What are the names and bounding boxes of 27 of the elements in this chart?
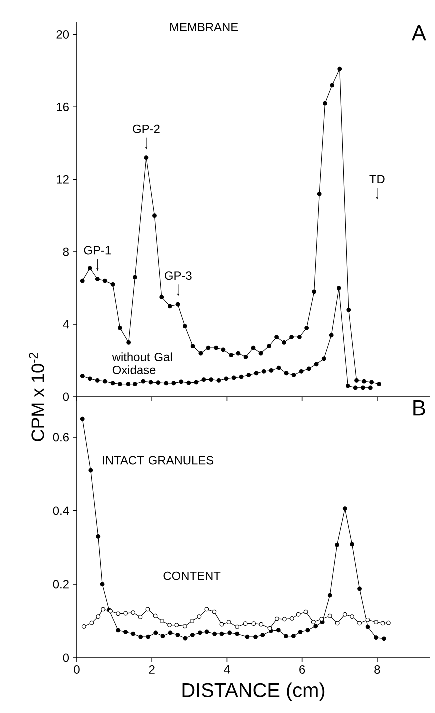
y-tick-label: 8 [63,248,69,256]
y-tick-label: 16 [57,102,69,112]
text: CONTENT [164,572,221,580]
y-tick-label: 0.6 [53,433,69,442]
x-axis-title: DISTANCE (cm) [182,682,325,702]
annotation: GP-1 [84,246,112,255]
x-tick-label: 8 [374,666,380,674]
x-tick-label: 0 [74,666,80,674]
annotation: B [414,400,426,416]
x-tick-label: 6 [300,666,306,674]
y-tick-label: 4 [63,320,70,329]
annotation: A [412,26,426,41]
y-axis-title: CPM x 10$^{-2}$ [29,352,44,442]
annotation: GP-2 [133,124,160,134]
series-label: without Gal Oxidase [112,352,172,374]
x-tick-label: 4 [224,666,230,674]
chart-title: MEMBRANE [170,23,238,32]
y-tick-label: 0.2 [53,580,69,589]
y-tick-label: 12 [57,175,69,184]
annotation: GP-3 [165,272,192,280]
y-tick-label: 0 [63,392,70,402]
y-tick-label: 0 [63,654,70,662]
y-tick-label: 20 [56,30,70,39]
series-label: INTACT GRANULES [103,456,214,465]
annotation: TD [370,175,385,184]
x-tick-label: 2 [149,666,155,674]
y-tick-label: 0.4 [53,506,70,516]
